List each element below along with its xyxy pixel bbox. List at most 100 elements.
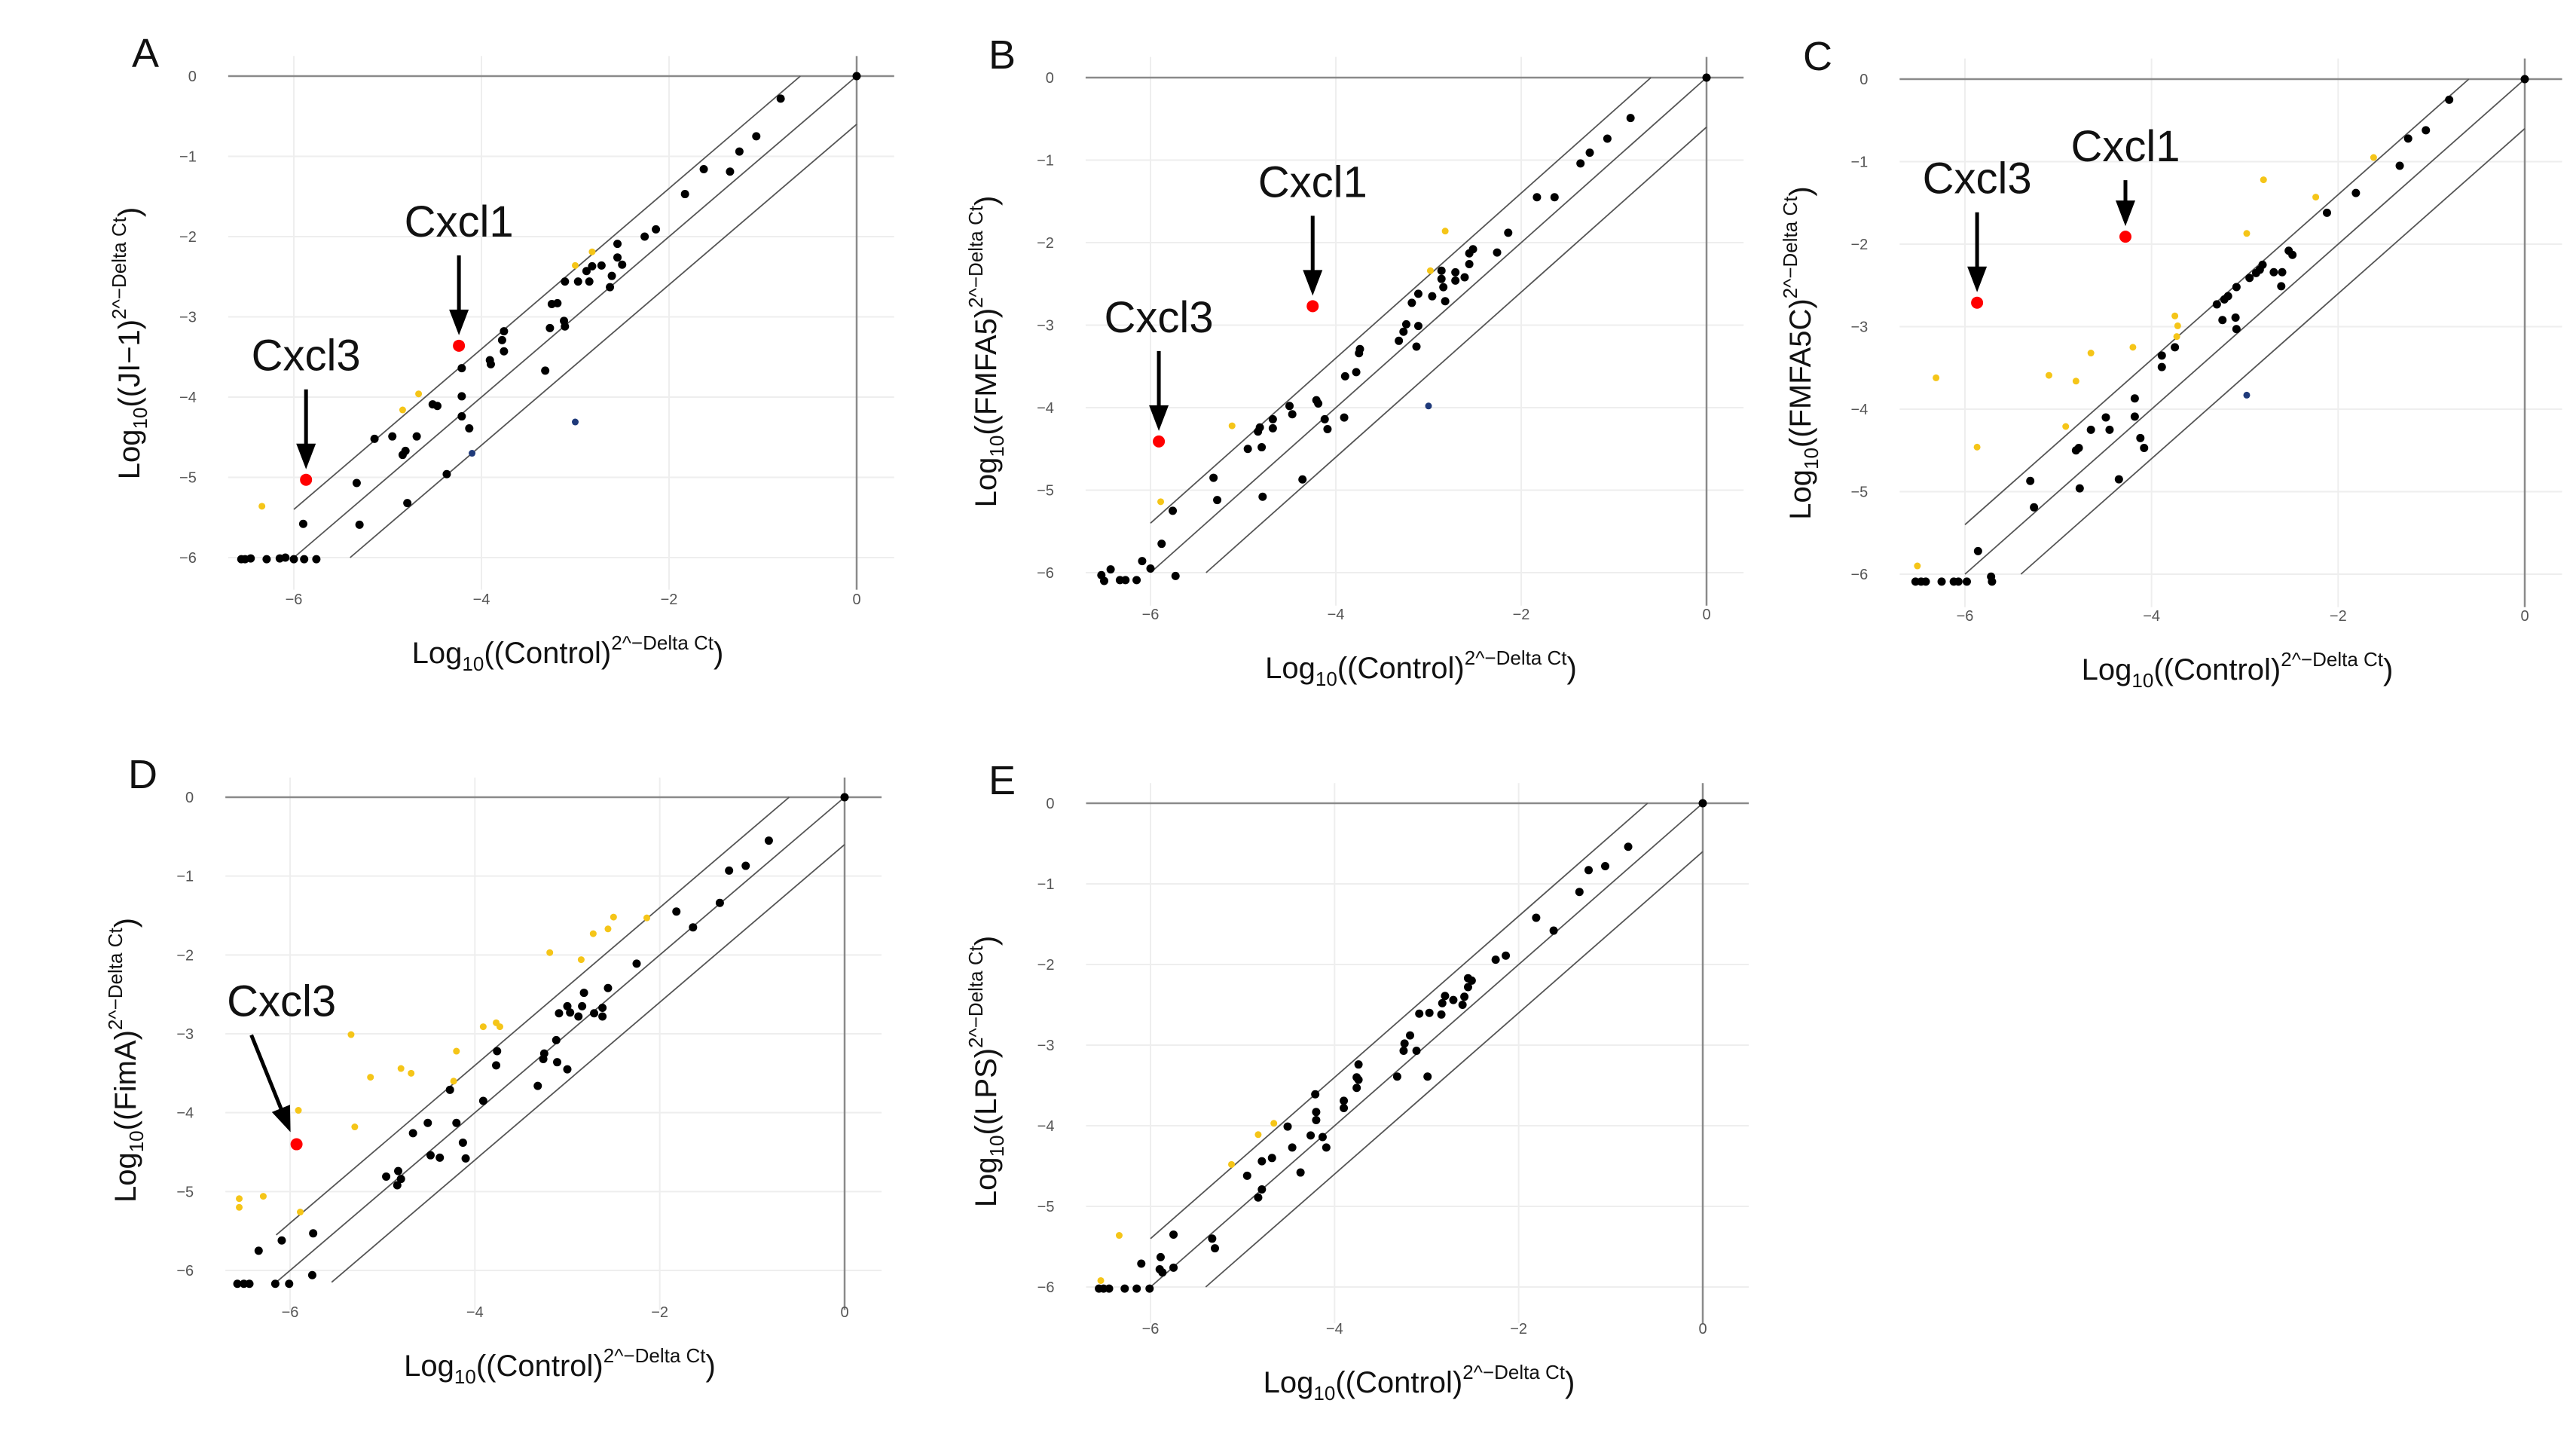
data-point-yellow [479,1023,487,1031]
arrow-head-icon [296,443,316,469]
data-point-black [445,1085,454,1094]
data-point-black [585,277,594,286]
data-point-yellow [258,503,266,510]
x-label-suffix: ) [714,637,723,670]
data-point-black [563,1001,572,1010]
data-point-black [553,1058,562,1067]
y-tick-label: −4 [176,1105,194,1122]
x-tick-label: 0 [852,592,860,608]
x-label-prefix: Log [404,1350,454,1383]
x-tick-label: −6 [1142,607,1160,623]
data-point-black [1601,861,1610,870]
y-axis-label: Log10((JI−1)2^−Delta Ct) [108,207,151,479]
data-point-black [2520,75,2529,84]
reference-line [1150,77,1652,524]
data-point-yellow [2045,371,2052,379]
data-point-black [578,1001,587,1010]
x-label-suffix: ) [706,1350,716,1383]
data-point-yellow [1441,228,1449,235]
x-tick-label: −6 [1957,608,1974,625]
data-point-black [561,322,570,331]
data-point-black [1576,159,1585,168]
data-point-black [1441,992,1450,1001]
y-tick-label: −2 [179,229,197,246]
y-tick-label: −1 [1037,876,1055,893]
data-point-black [1702,73,1711,82]
data-point-black [579,989,588,998]
y-label-sup: 2^−Delta Ct [108,216,130,319]
data-point-black [1549,926,1558,935]
data-point-black [1463,974,1472,983]
y-label-sub: 10 [985,1136,1008,1157]
data-point-black [1146,564,1155,573]
data-point-black [2105,425,2114,434]
data-point-black [1314,399,1323,408]
data-point-black [2278,267,2287,277]
reference-line [293,75,857,558]
data-point-black [298,519,307,528]
data-point-black [1132,1284,1141,1293]
y-tick-label: −6 [1851,567,1869,583]
x-label-prefix: Log [412,637,463,670]
annotation-cxcl3: Cxcl3 [227,977,336,1133]
data-point-black [563,1065,572,1074]
x-tick-label: 0 [2520,608,2529,625]
data-point-black [1962,577,1971,586]
data-point-red [1306,300,1319,313]
data-point-black [1352,1084,1361,1093]
data-point-yellow [2087,350,2095,357]
reference-line [1205,127,1707,573]
data-point-black [1340,413,1349,422]
y-tick-label: 0 [1046,70,1054,87]
data-point-yellow [399,406,406,414]
y-tick-label: 0 [188,69,197,85]
data-point-black [1493,248,1502,257]
data-point-black [262,555,271,564]
data-point-black [1169,1230,1178,1239]
x-tick-label: −2 [2330,608,2347,625]
y-label-suffix: ) [113,207,146,217]
data-point-black [1242,1171,1251,1180]
x-label-sub: 10 [462,653,484,675]
data-point-yellow [577,956,585,964]
x-label-prefix: Log [1264,1366,1314,1399]
annotation-cxcl1: Cxcl1 [1258,157,1367,296]
x-label-main: ((Control) [476,1350,604,1383]
data-point-black [403,499,412,508]
data-point-black [2171,343,2180,352]
data-point-black [689,923,698,932]
y-label-sub: 10 [1800,448,1823,469]
data-point-black [1437,274,1446,283]
data-point-black [1296,1168,1305,1177]
data-point-black [1298,475,1307,484]
data-point-red [300,473,313,486]
data-point-black [1451,276,1460,285]
data-point-black [1312,1116,1321,1125]
data-point-black [1105,1284,1114,1293]
x-axis-label: Log10((Control)2^−Delta Ct) [412,631,724,675]
data-point-black [1458,1001,1467,1009]
data-point-black [618,260,627,269]
data-point-black [270,1279,280,1289]
data-point-black [1267,1154,1276,1163]
y-tick-label: −3 [1037,318,1054,335]
data-point-black [457,412,466,421]
y-label-suffix: ) [1784,186,1817,196]
data-point-yellow [1228,422,1236,430]
data-point-yellow [2171,312,2179,319]
data-point-black [1399,327,1408,336]
data-point-yellow [367,1074,374,1081]
x-label-suffix: ) [2383,653,2393,686]
data-point-black [545,323,555,332]
data-point-black [1268,414,1277,423]
annotation-label: Cxcl3 [1105,293,1214,342]
data-point-yellow [2243,230,2251,237]
x-label-sub: 10 [2131,669,2153,692]
data-point-black [1243,445,1252,454]
data-point-yellow [604,925,612,933]
data-point-black [1412,1046,1421,1055]
data-point-black [547,299,556,308]
y-label-sub: 10 [125,1130,148,1152]
data-point-black [764,836,773,845]
data-point-black [725,866,734,875]
